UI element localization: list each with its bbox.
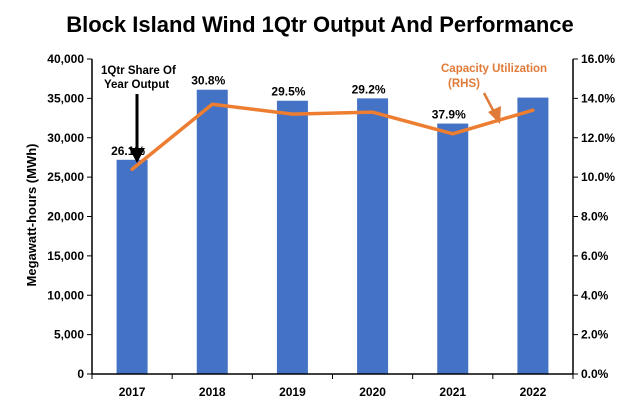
x-tick-label: 2019	[279, 385, 306, 399]
y-tick-label: 30,000	[47, 131, 84, 145]
y2-tick-label: 6.0%	[581, 249, 609, 263]
y-tick-label: 20,000	[47, 210, 84, 224]
bar-2019	[276, 100, 308, 375]
bar-2022	[517, 97, 549, 375]
y2-tick-label: 0.0%	[581, 367, 609, 381]
y-tick-label: 5,000	[54, 328, 84, 342]
share-annotation-line1: 1Qtr Share Of	[101, 65, 176, 77]
share-annotation-arrow	[129, 94, 145, 163]
x-tick-label: 2018	[199, 385, 226, 399]
capacity-annotation-line2: (RHS)	[448, 78, 480, 90]
bar-2021	[437, 123, 469, 374]
share-annotation-line2: Year Output	[104, 79, 169, 91]
data-label-2021: 37.9%	[432, 108, 466, 122]
y2-tick-label: 12.0%	[581, 131, 615, 145]
y2-tick-label: 14.0%	[581, 91, 615, 105]
bar-2020	[357, 98, 389, 374]
capacity-annotation-arrow	[482, 92, 501, 124]
y2-tick-label: 8.0%	[581, 210, 609, 224]
y-axis-label: Megawatt-hours (MWh)	[24, 144, 39, 287]
y-tick-label: 0	[77, 367, 84, 381]
x-tick-label: 2022	[520, 385, 547, 399]
axes-group: 0 5,000 10,000 15,000 20,000 25,000 30,000 35,0…	[47, 52, 615, 399]
capacity-line-group	[130, 102, 535, 171]
x-tick-label: 2017	[119, 385, 146, 399]
y2-tick-label: 4.0%	[581, 288, 609, 302]
y2-tick-label: 16.0%	[581, 52, 615, 66]
capacity-annotation-line1: Capacity Utilization	[441, 63, 547, 75]
bars-group	[116, 89, 549, 375]
y2-tick-label: 10.0%	[581, 170, 615, 184]
y-tick-label: 25,000	[47, 170, 84, 184]
x-tick-label: 2021	[439, 385, 466, 399]
bar-2017	[116, 159, 148, 374]
capacity-utilization-line	[130, 102, 535, 171]
y-tick-label: 40,000	[47, 52, 84, 66]
bar-2018	[196, 89, 228, 375]
data-label-2019: 29.5%	[271, 85, 305, 99]
y-tick-label: 10,000	[47, 288, 84, 302]
data-label-2018: 30.8%	[191, 74, 225, 88]
y-tick-label: 35,000	[47, 91, 84, 105]
x-tick-label: 2020	[359, 385, 386, 399]
data-label-2020: 29.2%	[352, 82, 386, 96]
chart-title: Block Island Wind 1Qtr Output And Perfor…	[66, 12, 573, 37]
y2-tick-label: 2.0%	[581, 328, 609, 342]
y-tick-label: 15,000	[47, 249, 84, 263]
